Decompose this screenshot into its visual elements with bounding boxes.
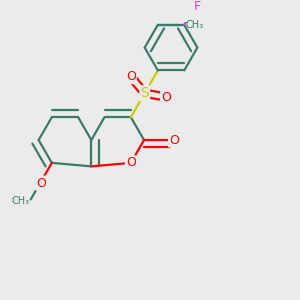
Text: O: O — [169, 134, 179, 146]
Text: O: O — [161, 91, 171, 103]
Text: O: O — [36, 177, 46, 190]
Text: O: O — [126, 156, 136, 170]
Text: S: S — [140, 86, 149, 100]
Text: F: F — [194, 0, 201, 14]
Text: O: O — [126, 70, 136, 83]
Text: CH₃: CH₃ — [11, 196, 29, 206]
Text: CH₃: CH₃ — [185, 20, 204, 30]
